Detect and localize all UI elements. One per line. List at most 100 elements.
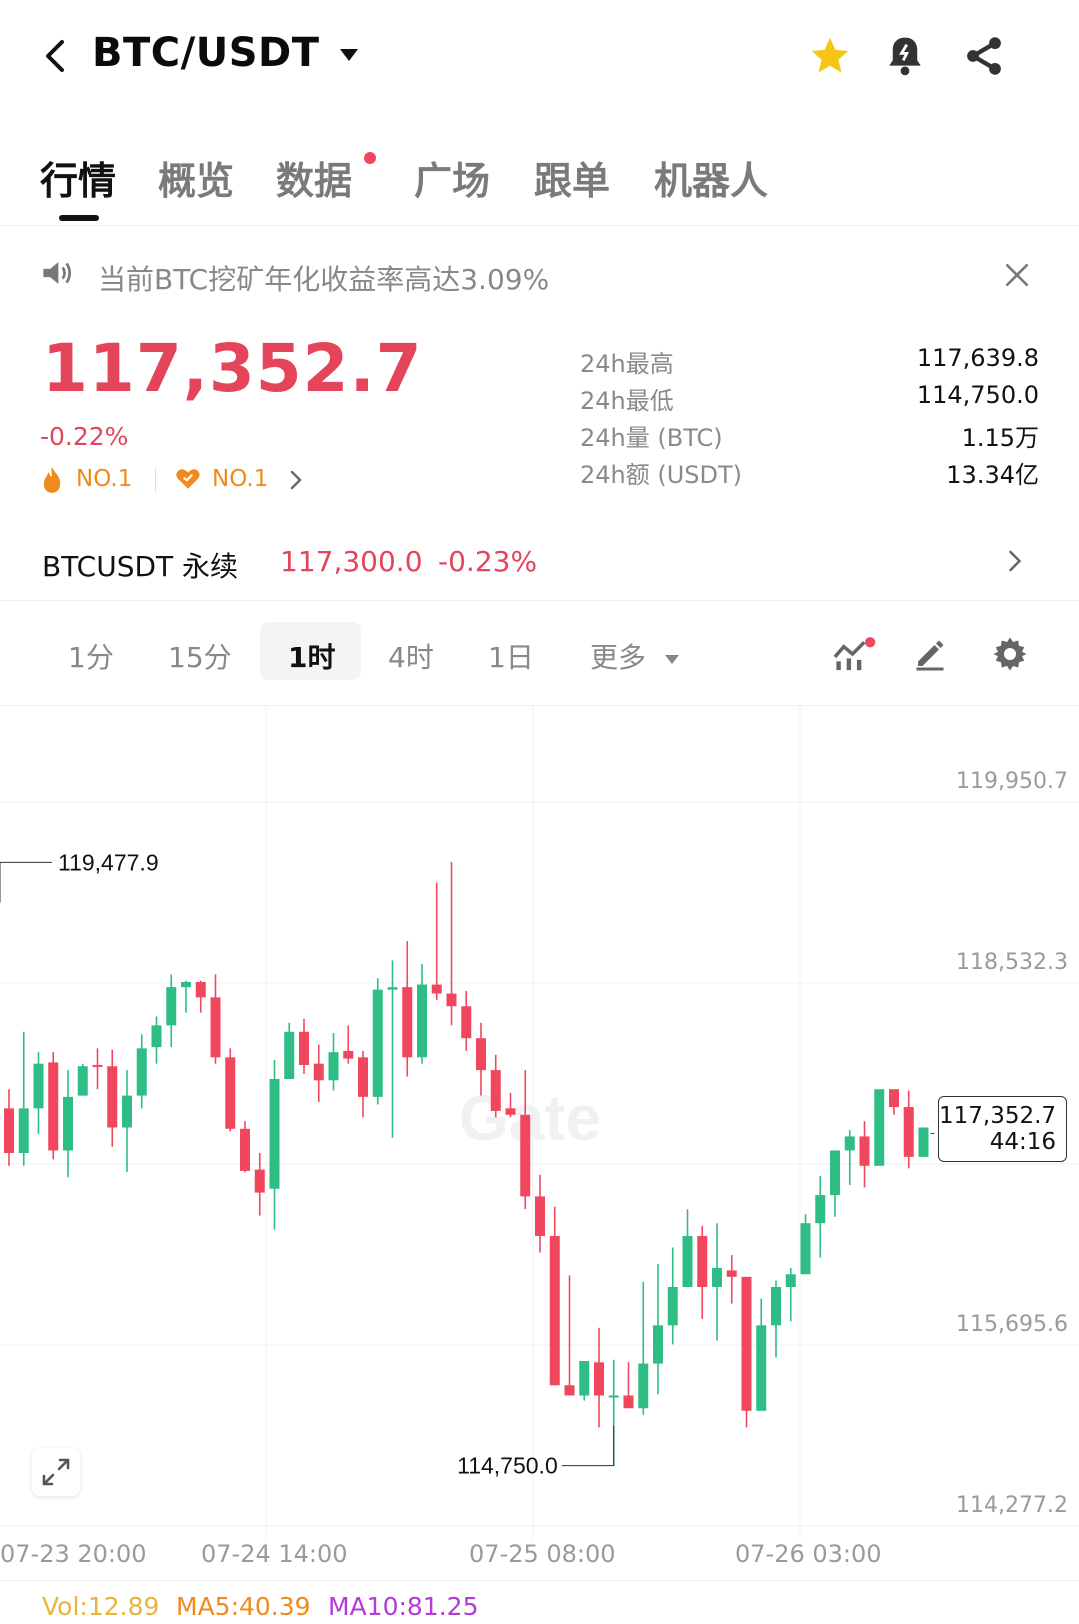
candle-body [151, 1025, 162, 1048]
candle-body [92, 1064, 103, 1067]
tab-data[interactable]: 数据 [276, 159, 353, 203]
candle-body [594, 1362, 604, 1396]
badge-divider [155, 468, 156, 492]
chart-settings-button[interactable] [992, 636, 1028, 672]
candle-body [240, 1128, 250, 1171]
timeframe-1d[interactable]: 1日 [488, 641, 534, 674]
candle-body [195, 982, 206, 998]
candle-body [800, 1223, 811, 1275]
candle-body [505, 1108, 516, 1115]
candle-body [726, 1270, 737, 1277]
gear-icon [993, 637, 1027, 671]
timeframe-1m[interactable]: 1分 [68, 641, 114, 674]
candle-body [844, 1136, 855, 1151]
perp-price: 117,300.0 [280, 545, 423, 578]
alert-button[interactable] [884, 34, 926, 78]
candle-body [918, 1127, 929, 1157]
price-tick-label: 115,695.6 [956, 1312, 1068, 1337]
candle-body [431, 984, 442, 994]
tab-market[interactable]: 行情 [40, 159, 117, 203]
perp-name: BTCUSDT 永续 [42, 550, 239, 583]
candle-body [535, 1196, 545, 1236]
indicator-chart-icon [833, 637, 876, 671]
candle-body [328, 1052, 339, 1081]
fullscreen-button[interactable] [32, 1448, 80, 1496]
candle-body [667, 1287, 678, 1326]
rank-badge-hot[interactable]: NO.1 [76, 466, 133, 492]
high-marker-line [0, 861, 52, 903]
timeframe-more[interactable]: 更多 [590, 636, 679, 676]
share-button[interactable] [962, 34, 1006, 78]
tab-overview[interactable]: 概览 [158, 159, 235, 203]
chart-top-divider [0, 705, 1079, 706]
notice-text[interactable]: 当前BTC挖矿年化收益率高达3.09% [98, 263, 550, 296]
expand-icon [42, 1458, 70, 1486]
speaker-icon [40, 258, 74, 292]
candle-body [771, 1287, 781, 1326]
timeframe-15m[interactable]: 15分 [168, 641, 232, 674]
star-icon [811, 37, 849, 73]
candle-body [4, 1108, 14, 1154]
time-label: 07-24 14:00 [201, 1540, 348, 1568]
last-price-tag-value: 117,352.7 [939, 1103, 1057, 1129]
candle-body [33, 1063, 44, 1109]
chevron-down-icon [664, 654, 679, 664]
back-button[interactable] [38, 38, 72, 74]
indicator-ma5: MA5:40.39 [176, 1592, 311, 1621]
rank-badge-fav[interactable]: NO.1 [212, 466, 269, 492]
stat-label-low: 24h最低 [580, 387, 674, 415]
candle-body [136, 1048, 147, 1096]
countdown: 44:16 [989, 1129, 1056, 1155]
price-change: -0.22% [40, 422, 129, 451]
candle-body [889, 1089, 899, 1108]
candle-body [638, 1363, 649, 1409]
candle-body [623, 1395, 634, 1409]
draw-button[interactable] [912, 636, 948, 672]
candle-body [830, 1150, 840, 1196]
candle-body [874, 1089, 885, 1166]
chevron-down-icon [339, 49, 358, 61]
candle-body [653, 1325, 663, 1364]
stat-value-volume: 1.15万 [961, 424, 1039, 452]
indicator-ma10: MA10:81.25 [328, 1592, 479, 1621]
timeframe-4h[interactable]: 4时 [388, 641, 434, 674]
candle-body [785, 1274, 796, 1288]
pencil-icon [916, 640, 944, 671]
bell-icon [889, 37, 921, 76]
candle-body [269, 1079, 280, 1189]
tab-copy-trading[interactable]: 跟单 [534, 159, 611, 203]
indicators-button[interactable] [832, 636, 876, 672]
tab-bots[interactable]: 机器人 [654, 159, 769, 203]
low-marker-label: 114,750.0 [457, 1453, 558, 1479]
candle-body [107, 1066, 118, 1128]
pair-title: BTC/USDT [92, 30, 320, 76]
chart-bottom-divider [0, 1580, 1079, 1581]
candles-group [4, 862, 929, 1466]
close-notice-button[interactable] [1004, 262, 1030, 288]
tab-active-indicator [59, 215, 99, 221]
chart-grid [0, 705, 1079, 1540]
favorite-button[interactable] [808, 34, 852, 78]
time-label: 07-26 03:00 [735, 1540, 882, 1568]
chevron-right-icon[interactable] [288, 468, 304, 496]
tab-square[interactable]: 广场 [414, 159, 491, 203]
candle-body [166, 987, 177, 1026]
timeframe-1h[interactable]: 1时 [288, 641, 336, 674]
candle-body [697, 1235, 708, 1288]
stat-value-low: 114,750.0 [916, 381, 1039, 409]
candle-body [608, 1395, 619, 1398]
low-marker-line [561, 1425, 615, 1467]
back-icon [46, 40, 64, 72]
indicator-vol: Vol:12.89 [42, 1592, 160, 1621]
perp-change: -0.23% [438, 545, 538, 578]
share-icon [967, 37, 1001, 75]
perp-row[interactable]: BTCUSDT 永续 117,300.0 -0.23% [0, 520, 1079, 600]
candlestick-chart[interactable]: Gate 119,950.7118,532.3117,113.9115,695.… [0, 705, 1079, 1545]
stat-label-turnover: 24h额 (USDT) [580, 461, 743, 489]
pair-selector[interactable]: BTC/USDT [92, 30, 358, 76]
last-price-tag: 117,352.7 44:16 [938, 1096, 1067, 1162]
candle-body [77, 1066, 88, 1096]
candle-body [756, 1325, 767, 1411]
candle-body [815, 1195, 826, 1224]
candle-body [476, 1038, 486, 1071]
